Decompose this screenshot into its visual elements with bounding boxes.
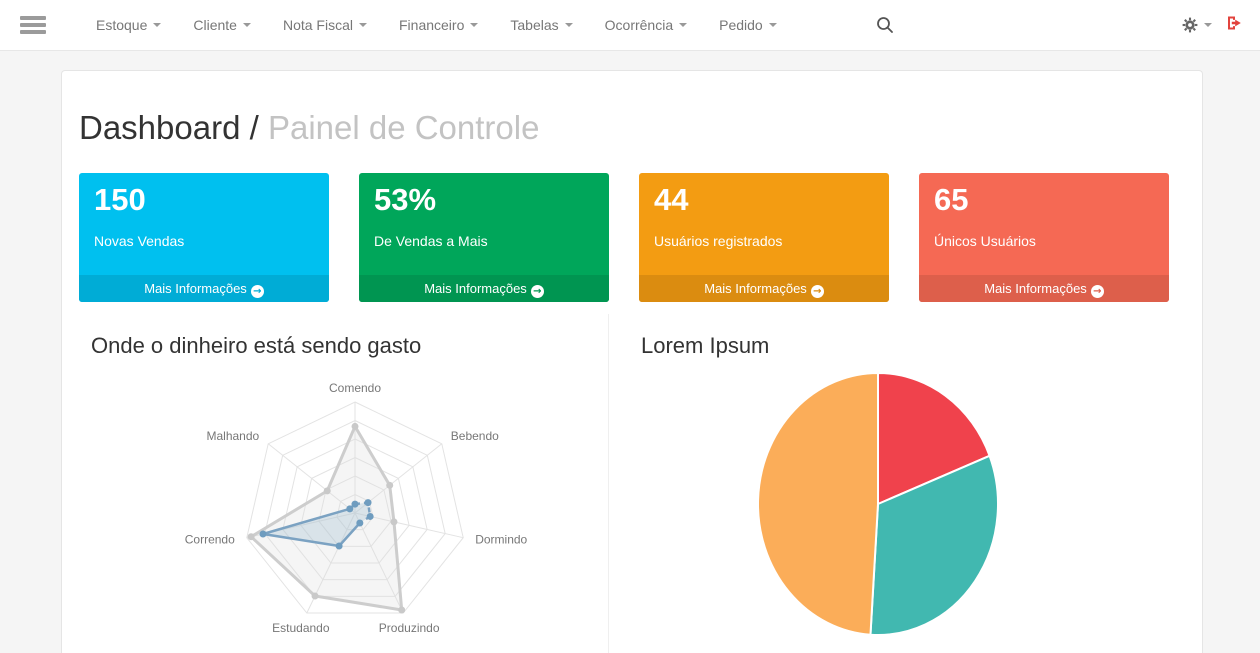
stat-label: Novas Vendas — [94, 233, 185, 250]
menu-item-estoque[interactable]: Estoque — [80, 0, 177, 50]
mais-informacoes-link[interactable]: Mais Informações → — [359, 275, 609, 302]
navbar-right-actions — [1182, 0, 1242, 50]
pie-slice — [756, 372, 879, 636]
stat-value: 44 — [654, 182, 689, 217]
menu-item-tabelas[interactable]: Tabelas — [494, 0, 588, 50]
svg-text:Malhando: Malhando — [206, 429, 259, 443]
top-navbar: Estoque Cliente Nota Fiscal Financeiro T… — [0, 0, 1260, 51]
menu-item-label: Pedido — [719, 17, 763, 33]
chevron-down-icon — [768, 23, 777, 27]
chevron-down-icon — [470, 23, 479, 27]
mais-informacoes-label: Mais Informações — [424, 281, 527, 296]
pie-slice — [869, 454, 999, 636]
stat-value: 65 — [934, 182, 969, 217]
arrow-circle-right-icon: → — [250, 285, 264, 298]
mais-informacoes-link[interactable]: Mais Informações → — [79, 275, 329, 302]
arrow-circle-right-icon: → — [1090, 285, 1104, 298]
menu-item-label: Nota Fiscal — [282, 17, 353, 33]
chevron-down-icon — [1204, 23, 1212, 27]
hamburger-bar — [20, 30, 46, 34]
arrow-circle-right-icon: → — [810, 285, 824, 298]
chevron-down-icon — [153, 23, 162, 27]
stat-card-usuarios-registrados: 44 Usuários registrados Mais Informações… — [639, 173, 889, 302]
svg-text:Dormindo: Dormindo — [475, 533, 527, 547]
menu-item-pedido[interactable]: Pedido — [703, 0, 793, 50]
svg-text:Comendo: Comendo — [329, 381, 381, 395]
hamburger-bar — [20, 23, 46, 27]
stat-cards-row: 150 Novas Vendas Mais Informações → 53% D… — [79, 173, 1169, 302]
stat-card-vendas-a-mais: 53% De Vendas a Mais Mais Informações → — [359, 173, 609, 302]
dashboard-panel: Dashboard / Painel de Controle 150 Novas… — [61, 70, 1203, 653]
menu-item-label: Cliente — [193, 17, 237, 33]
main-menu: Estoque Cliente Nota Fiscal Financeiro T… — [80, 0, 793, 50]
settings-menu[interactable] — [1182, 17, 1212, 33]
settings-gear-icon — [1182, 17, 1198, 33]
menu-item-label: Financeiro — [399, 17, 465, 33]
menu-item-cliente[interactable]: Cliente — [177, 0, 267, 50]
chevron-down-icon — [359, 23, 367, 27]
mais-informacoes-label: Mais Informações — [984, 281, 1087, 296]
radar-chart-title: Onde o dinheiro está sendo gasto — [91, 333, 422, 358]
chevron-down-icon — [242, 23, 251, 27]
page-subtitle: Painel de Controle — [267, 109, 540, 146]
hamburger-menu-icon[interactable] — [20, 16, 46, 34]
pie-slice — [877, 372, 991, 505]
mais-informacoes-label: Mais Informações — [704, 281, 807, 296]
svg-text:Correndo: Correndo — [185, 533, 235, 547]
page-title-main: Dashboard / — [79, 109, 259, 146]
stat-card-unicos-usuarios: 65 Únicos Usuários Mais Informações → — [919, 173, 1169, 302]
mais-informacoes-link[interactable]: Mais Informações → — [919, 275, 1169, 302]
mais-informacoes-label: Mais Informações — [144, 281, 247, 296]
svg-text:Bebendo: Bebendo — [451, 429, 499, 443]
stat-card-novas-vendas: 150 Novas Vendas Mais Informações → — [79, 173, 329, 302]
panel-divider — [608, 314, 609, 653]
svg-text:Estudando: Estudando — [272, 621, 330, 635]
chevron-down-icon — [679, 23, 688, 27]
hamburger-bar — [20, 16, 46, 20]
chevron-down-icon — [564, 23, 573, 27]
pie-chart-title: Lorem Ipsum — [641, 333, 770, 358]
search-icon[interactable] — [874, 14, 896, 36]
radar-chart: Comendo Bebendo Dormindo Produzindo Estudand… — [185, 381, 528, 635]
mais-informacoes-link[interactable]: Mais Informações → — [639, 275, 889, 302]
menu-item-ocorrencia[interactable]: Ocorrência — [589, 0, 703, 50]
menu-item-financeiro[interactable]: Financeiro — [383, 0, 494, 50]
stat-label: Únicos Usuários — [934, 233, 1036, 250]
menu-item-label: Ocorrência — [604, 17, 674, 33]
menu-item-nota-fiscal[interactable]: Nota Fiscal — [267, 0, 383, 50]
stat-label: De Vendas a Mais — [374, 233, 488, 250]
stat-value: 150 — [94, 182, 146, 217]
svg-text:Produzindo: Produzindo — [379, 621, 440, 635]
pie-chart — [756, 372, 999, 636]
menu-item-label: Estoque — [96, 17, 148, 33]
arrow-circle-right-icon: → — [530, 285, 544, 298]
page-title: Dashboard / Painel de Controle — [79, 109, 539, 147]
stat-value: 53% — [374, 182, 437, 217]
stat-label: Usuários registrados — [654, 233, 783, 250]
menu-item-label: Tabelas — [510, 17, 559, 33]
logout-icon[interactable] — [1226, 15, 1242, 36]
